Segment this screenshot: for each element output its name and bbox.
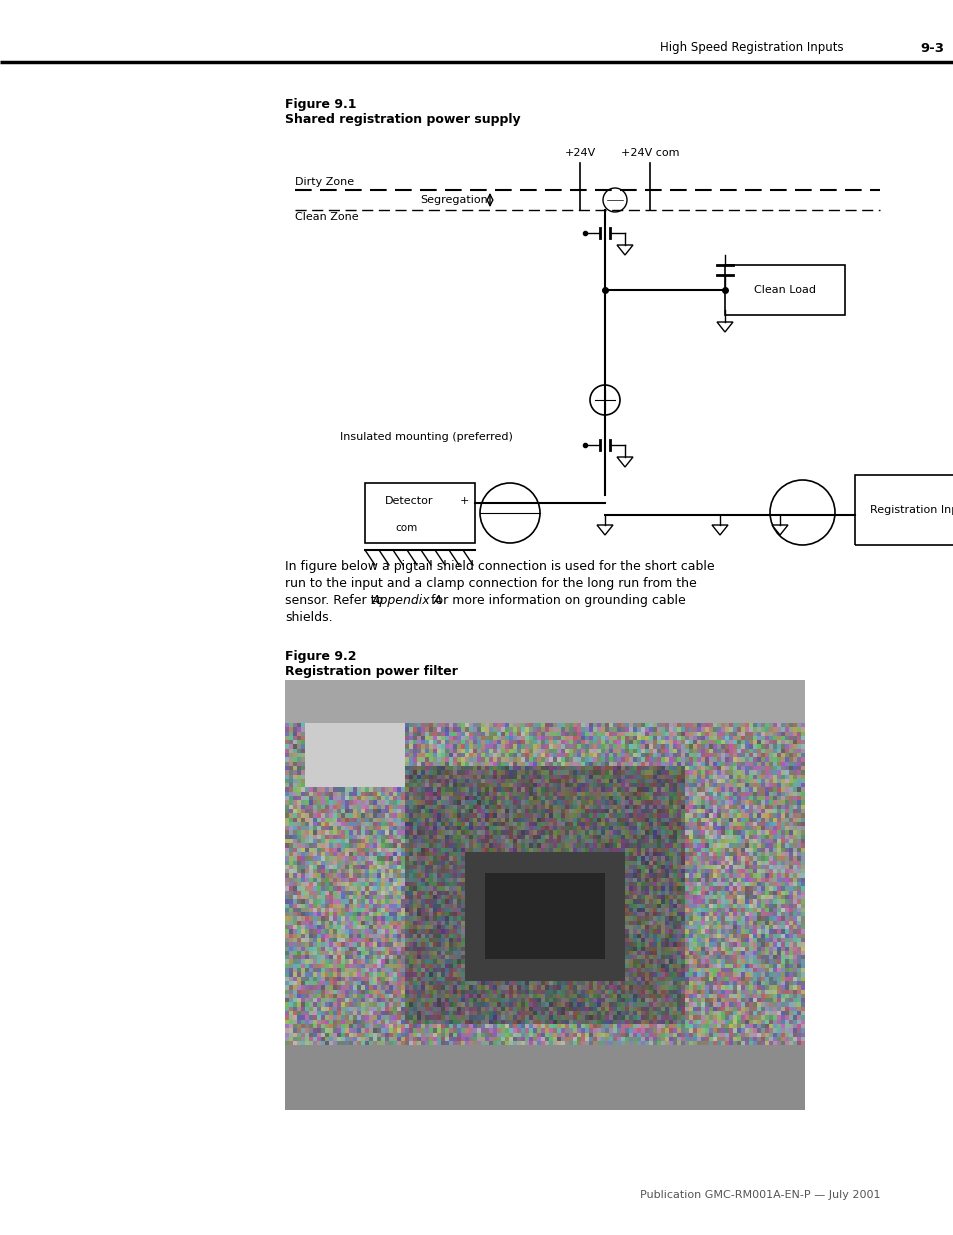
Bar [659,869,754,892]
Text: com: com [395,522,416,534]
Text: +24V: +24V [564,148,595,158]
Text: 24V dc supply: 24V dc supply [669,876,743,885]
Polygon shape [771,525,787,535]
Polygon shape [617,245,633,254]
Text: Shared registration power supply: Shared registration power supply [285,112,520,126]
Text: From sensor: From sensor [317,716,381,726]
Text: +: + [459,496,469,506]
Text: run to the input and a clamp connection for the long run from the: run to the input and a clamp connection … [285,577,696,590]
Text: High Speed Registration Inputs: High Speed Registration Inputs [659,42,842,54]
Polygon shape [597,525,613,535]
Text: Registration Input: Registration Input [869,505,953,515]
Text: 9-3: 9-3 [919,42,943,54]
Polygon shape [617,457,633,467]
Text: Insulated mounting (preferred): Insulated mounting (preferred) [339,432,513,442]
Text: In figure below a pigtail shield connection is used for the short cable: In figure below a pigtail shield connect… [285,559,714,573]
Text: Dirty Zone: Dirty Zone [294,177,354,186]
Text: Registration power filter: Registration power filter [285,664,457,678]
Bar [854,475,953,545]
Text: +24V com: +24V com [620,148,679,158]
Bar [450,1055,579,1077]
Text: Segregation: Segregation [419,195,487,205]
Text: Publication GMC-RM001A-EN-P — July 2001: Publication GMC-RM001A-EN-P — July 2001 [639,1191,880,1200]
Text: Clean Load: Clean Load [753,285,815,295]
Text: Figure 9.2: Figure 9.2 [285,650,356,663]
Text: Figure 9.1: Figure 9.1 [285,98,356,111]
Text: Appendix A: Appendix A [372,594,442,606]
Polygon shape [711,525,727,535]
Bar [310,710,390,732]
Text: To registration input: To registration input [462,1061,567,1071]
Text: shields.: shields. [285,611,333,624]
Bar [724,266,844,315]
Text: Clean Zone: Clean Zone [294,212,358,222]
Bar [365,483,475,543]
Text: for more information on grounding cable: for more information on grounding cable [426,594,685,606]
Text: Detector: Detector [385,496,433,506]
Text: sensor. Refer to: sensor. Refer to [285,594,387,606]
Polygon shape [717,322,732,332]
